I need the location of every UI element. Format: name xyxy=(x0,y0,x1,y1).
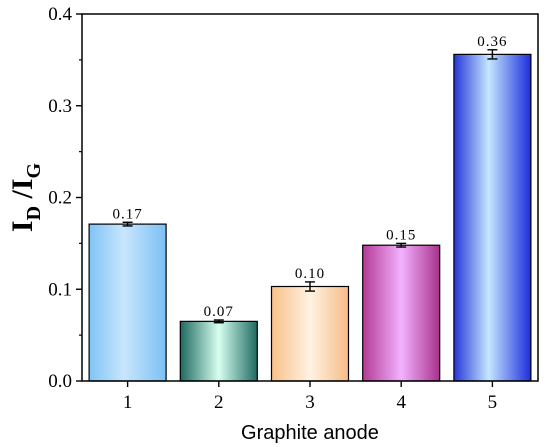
y-tick-label-0.4: 0.4 xyxy=(48,4,72,25)
x-axis-label: Graphite anode xyxy=(241,422,379,444)
y-tick-label-0.2: 0.2 xyxy=(48,188,72,209)
x-tick-label-1: 1 xyxy=(123,392,133,413)
y-tick-label-0.3: 0.3 xyxy=(48,96,72,117)
data-label-4: 0.15 xyxy=(386,227,416,243)
error-bar-2 xyxy=(213,319,224,324)
y-tick-label-0.1: 0.1 xyxy=(48,279,72,300)
y-label-sep: /I xyxy=(6,178,39,206)
x-tick-label-4: 4 xyxy=(396,392,406,413)
data-label-3: 0.10 xyxy=(295,266,325,282)
bars-group xyxy=(88,53,532,382)
y-axis: 0.0 0.1 0.2 0.3 0.4 xyxy=(48,4,82,392)
y-label-sub-g: G xyxy=(23,162,45,178)
error-bar-4 xyxy=(396,242,407,248)
y-label-sub-d: D xyxy=(23,206,45,220)
data-label-2: 0.07 xyxy=(204,304,234,320)
bar-4 xyxy=(362,244,441,382)
x-tick-label-2: 2 xyxy=(214,392,224,413)
y-axis-label: ID /IG xyxy=(6,162,45,232)
error-bar-1 xyxy=(122,221,133,227)
bar-1 xyxy=(88,223,167,382)
data-label-5: 0.36 xyxy=(477,34,507,50)
bar-2 xyxy=(179,320,258,382)
bar-5 xyxy=(453,53,532,382)
error-bars-group xyxy=(122,49,498,324)
x-tick-label-3: 3 xyxy=(305,392,315,413)
error-bar-3 xyxy=(305,281,315,292)
x-tick-label-5: 5 xyxy=(488,392,498,413)
error-bar-5 xyxy=(487,49,498,60)
x-axis: 1 2 3 4 5 xyxy=(123,381,497,413)
data-label-1: 0.17 xyxy=(112,206,142,222)
y-tick-label-0.0: 0.0 xyxy=(48,371,72,392)
data-labels-group: 0.17 0.07 0.10 0.15 0.36 xyxy=(112,34,507,320)
y-label-main: I xyxy=(6,220,39,232)
bar-3 xyxy=(270,285,350,382)
